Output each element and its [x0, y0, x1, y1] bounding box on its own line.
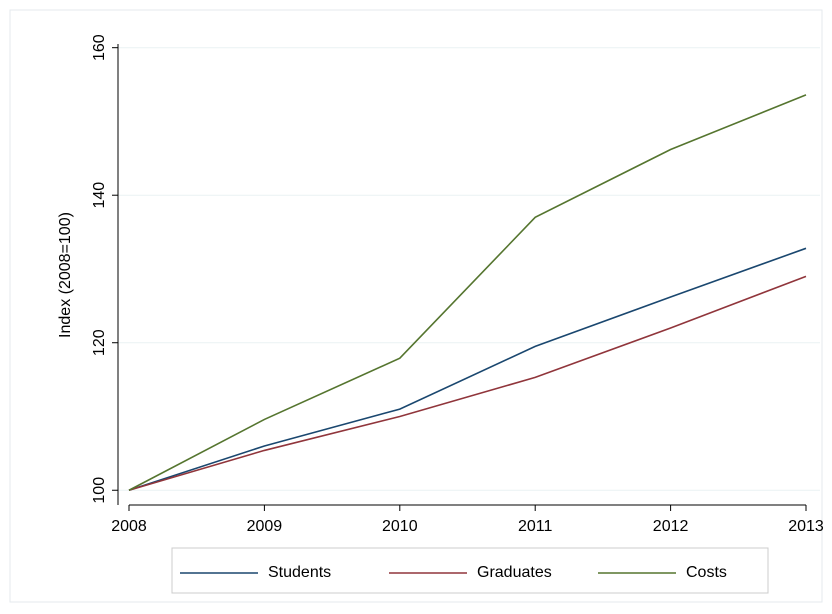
line [128, 247, 807, 492]
x-tick-label: 2008 [111, 518, 147, 535]
frame [9, 9, 823, 603]
line [128, 275, 807, 492]
y-tick-label: 140 [91, 182, 108, 209]
x-tick-label: 2009 [247, 518, 283, 535]
line [128, 94, 807, 491]
legend-box [171, 547, 769, 594]
y-tick-label: 120 [91, 329, 108, 356]
y-tick-label: 100 [91, 477, 108, 504]
legend-label: Costs [686, 564, 727, 581]
legend-label: Students [268, 564, 331, 581]
x-tick-label: 2010 [382, 518, 418, 535]
x-tick-label: 2013 [788, 518, 824, 535]
x-tick-label: 2012 [653, 518, 689, 535]
y-tick-label: 160 [91, 34, 108, 61]
y-axis-title: Index (2008=100) [57, 212, 74, 338]
legend-label: Graduates [477, 564, 552, 581]
x-tick-label: 2011 [518, 518, 553, 535]
